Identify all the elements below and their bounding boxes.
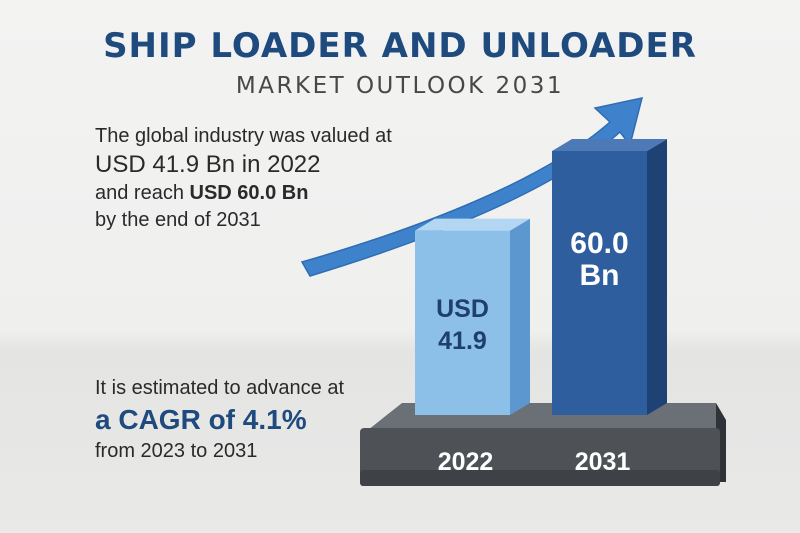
market-summary: The global industry was valued at USD 41… [95,123,392,234]
bar-side [510,218,530,415]
chart-platform [360,403,726,486]
bar-top [415,218,530,231]
summary-line-3-prefix: and reach [95,182,190,204]
category-label: 2031 [575,448,631,476]
bar-front [552,151,647,415]
bar-2031: 60.0Bn 2031 [552,139,667,476]
page-subtitle: MARKET OUTLOOK 2031 [235,73,565,99]
bar-top [552,139,667,151]
cagr-line-2: a CAGR of 4.1% [95,404,307,435]
summary-line-3-value: USD 60.0 Bn [189,182,309,204]
summary-line-4: by the end of 2031 [95,209,261,231]
bar-value-label: 41.9 [438,327,487,355]
cagr-summary: It is estimated to advance at a CAGR of … [95,375,344,465]
cagr-line-1: It is estimated to advance at [95,377,345,399]
summary-line-1: The global industry was valued at [95,125,392,147]
bar-front [415,230,510,415]
summary-line-2: USD 41.9 Bn in 2022 [95,151,321,178]
bar-2022: USD 41.9 2022 [415,218,530,476]
category-label: 2022 [438,448,494,476]
bar-value-label: Bn [580,259,620,292]
bar-value-label: 60.0 [570,227,628,260]
summary-line-3: and reach USD 60.0 Bn [95,180,392,207]
page-title: SHIP LOADER AND UNLOADER [103,26,697,66]
bar-side [647,139,667,415]
cagr-line-3: from 2023 to 2031 [95,440,258,462]
bar-value-label: USD [436,295,489,323]
